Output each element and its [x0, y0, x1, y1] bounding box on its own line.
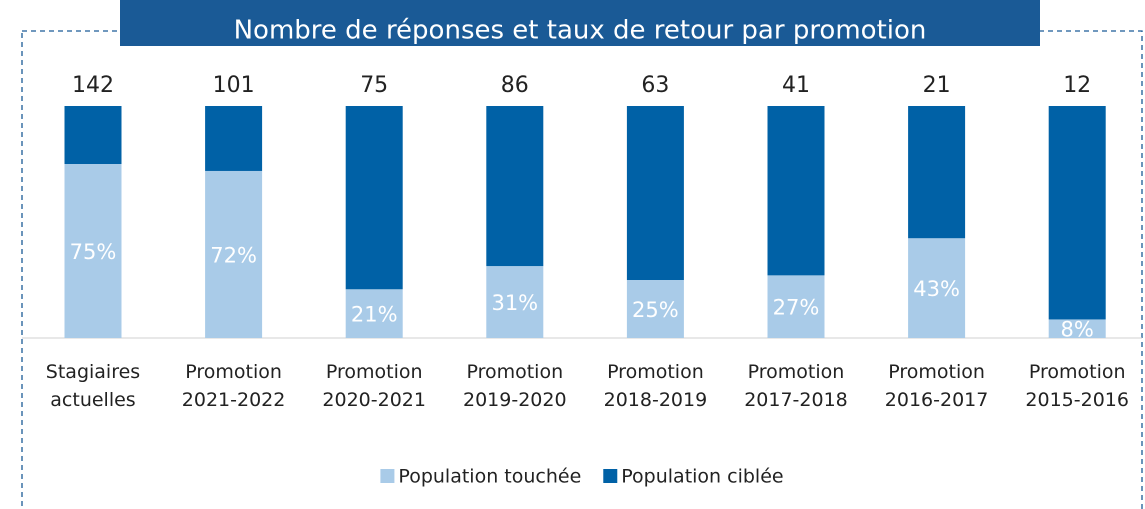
legend-label: Population touchée — [398, 466, 581, 488]
x-tick-label-line: Promotion — [748, 361, 845, 383]
x-tick-label: Promotion 2021-2022 — [182, 361, 286, 411]
x-tick-label-line: Promotion — [1029, 361, 1126, 383]
x-tick-label: Promotion 2017-2018 — [744, 361, 848, 411]
value-label: 43% — [913, 277, 960, 301]
x-tick-label-line: Promotion — [185, 361, 282, 383]
bar-segment — [64, 164, 122, 338]
legend-item: Population ciblée — [603, 466, 784, 488]
bar-segment — [908, 238, 966, 338]
response-count: 75 — [360, 73, 388, 98]
value-label: 8% — [1061, 318, 1094, 342]
x-tick-label-line: 2017-2018 — [744, 389, 848, 411]
title-box — [120, 0, 1040, 46]
x-tick-label: Promotion 2015-2016 — [1025, 361, 1129, 411]
response-count: 101 — [213, 73, 255, 98]
x-tick-label-line: 2020-2021 — [322, 389, 426, 411]
x-tick-label: Promotion 2016-2017 — [885, 361, 989, 411]
x-tick-label: Promotion 2019-2020 — [463, 361, 567, 411]
bar-segment — [486, 106, 544, 267]
x-tick-label-line: 2016-2017 — [885, 389, 989, 411]
x-tick-label-line: 2015-2016 — [1025, 389, 1129, 411]
response-count: 142 — [72, 73, 114, 98]
legend-label: Population ciblée — [621, 466, 783, 488]
x-tick-label-line: Stagiaires — [46, 361, 140, 383]
chart-title: Nombre de réponses et taux de retour par… — [234, 16, 927, 46]
legend-item: Population touchée — [380, 466, 581, 488]
x-tick-label-line: Promotion — [607, 361, 704, 383]
x-tick-label: Promotion 2018-2019 — [604, 361, 708, 411]
bar-segment — [626, 280, 684, 338]
bar-segment — [345, 289, 403, 338]
x-tick-label-line: 2019-2020 — [463, 389, 567, 411]
value-label: 27% — [773, 296, 820, 320]
x-tick-label-line: Promotion — [888, 361, 985, 383]
x-tick-label-line: 2021-2022 — [182, 389, 286, 411]
response-count: 63 — [641, 73, 669, 98]
value-label: 25% — [632, 298, 679, 322]
bar-segment — [205, 106, 263, 171]
bar-segment — [1048, 106, 1106, 320]
bar-segment — [767, 106, 825, 276]
x-tick-label-line: Promotion — [326, 361, 423, 383]
x-tick-label: Promotion 2020-2021 — [322, 361, 426, 411]
bar-segment — [626, 106, 684, 280]
bar-segment — [205, 170, 263, 338]
bar-segment — [767, 275, 825, 338]
legend-swatch — [380, 469, 395, 483]
x-tick-label-line: actuelles — [50, 389, 135, 411]
response-count: 21 — [923, 73, 951, 98]
value-label: 31% — [491, 291, 538, 315]
response-count: 12 — [1063, 73, 1091, 98]
bar-segment — [908, 106, 966, 239]
bar-segment — [64, 106, 122, 164]
x-tick-label-line: 2018-2019 — [604, 389, 708, 411]
bar-segment — [1048, 319, 1106, 338]
value-label: 72% — [210, 243, 257, 267]
bar-segment — [486, 266, 544, 338]
legend-swatch — [603, 469, 618, 483]
value-label: 75% — [70, 240, 117, 264]
x-tick-label-line: Promotion — [466, 361, 563, 383]
frame — [21, 30, 1143, 509]
bar-segment — [345, 106, 403, 290]
x-tick-label: Stagiaires actuelles — [46, 361, 140, 411]
response-count: 41 — [782, 73, 810, 98]
response-count: 86 — [501, 73, 529, 98]
value-label: 21% — [351, 303, 398, 327]
